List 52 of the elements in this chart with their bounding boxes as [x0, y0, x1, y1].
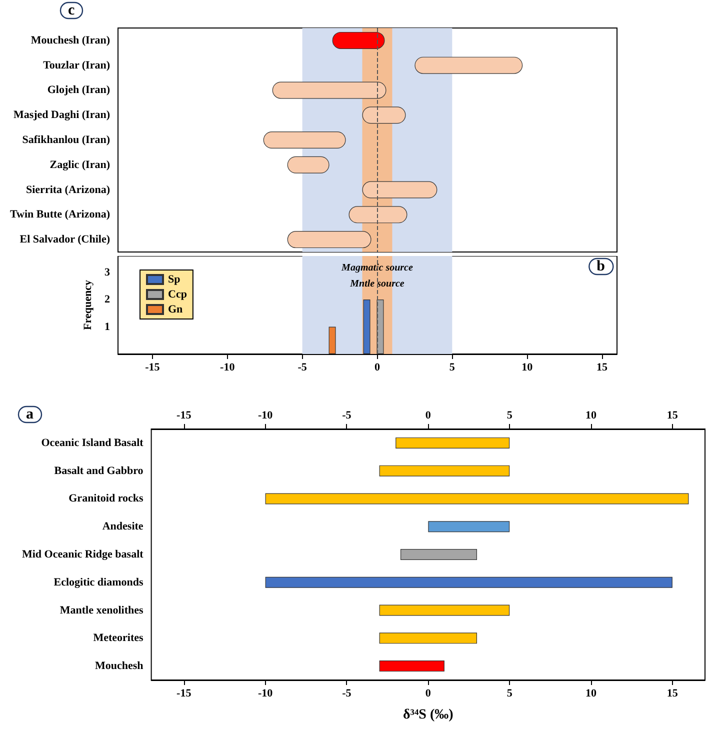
- x-tick-label: -10: [258, 688, 274, 700]
- y-tick-label: Glojeh (Iran): [47, 84, 110, 96]
- y-tick-label: Oceanic Island Basalt: [41, 436, 144, 449]
- x-tick-label: 15: [666, 688, 678, 700]
- y-tick-label: Safikhanlou (Iran): [22, 134, 110, 146]
- x-tick-label: 5: [506, 688, 513, 700]
- y-axis-title: Frequency: [82, 280, 94, 330]
- y-tick-label: Mid Oceanic Ridge basalt: [22, 548, 144, 560]
- y-tick-label: Sierrita (Arizona): [26, 184, 110, 196]
- x2-tick-label: -10: [258, 410, 274, 422]
- x-tick-label: 10: [586, 688, 598, 700]
- y-tick-label: Zaglic (Iran): [50, 158, 110, 171]
- y-tick-label: Eclogitic diamonds: [54, 576, 144, 588]
- x2-tick-label: 5: [506, 410, 513, 422]
- y-tick-label: Andesite: [102, 520, 144, 533]
- y-tick-label: Touzlar (Iran): [43, 59, 110, 72]
- x-tick-label: -10: [220, 362, 236, 374]
- y-tick-label: Granitoid rocks: [68, 492, 144, 505]
- x-tick-label: -15: [176, 688, 192, 700]
- x-tick-label: 10: [522, 362, 534, 374]
- x2-tick-label: 15: [666, 410, 678, 422]
- y-tick-label: 1: [104, 320, 110, 333]
- y-tick-label: 3: [104, 266, 110, 278]
- y-tick-label: Mouchesh (Iran): [30, 34, 110, 46]
- y-tick-label: Basalt and Gabbro: [54, 464, 144, 477]
- y-tick-label: Mantle xenolithes: [60, 604, 144, 616]
- x-tick-label: 0: [374, 362, 380, 374]
- y-tick-label: Mouchesh: [95, 660, 144, 672]
- legend-label: Ccp: [168, 288, 187, 300]
- y-tick-label: Twin Butte (Arizona): [10, 208, 110, 221]
- y-tick-label: 2: [104, 294, 110, 306]
- y-tick-label: Masjed Daghi (Iran): [13, 109, 110, 122]
- x-tick-label: -15: [145, 362, 160, 374]
- x2-tick-label: 10: [586, 410, 598, 422]
- y-tick-label: Meteorites: [93, 632, 144, 644]
- x2-tick-label: -15: [176, 410, 192, 422]
- band-label: Mntle source: [349, 278, 405, 290]
- legend-label: Gn: [168, 304, 183, 316]
- x-tick-label: -5: [298, 362, 308, 374]
- x2-tick-label: 0: [425, 410, 432, 422]
- x-tick-label: -5: [342, 688, 352, 700]
- x-tick-label: 15: [596, 362, 608, 374]
- legend-label: Sp: [168, 274, 180, 286]
- chart-title: b: [596, 258, 605, 274]
- x-tick-label: 0: [425, 688, 432, 700]
- x2-tick-label: -5: [342, 410, 352, 422]
- x-tick-label: 5: [449, 362, 456, 374]
- chart-title: c: [68, 2, 75, 18]
- x-axis-title: δ³⁴S (‰): [403, 708, 454, 722]
- text: a: [26, 406, 34, 422]
- y-tick-label: El Salvador (Chile): [20, 234, 110, 246]
- band-label: Magmatic source: [340, 262, 414, 274]
